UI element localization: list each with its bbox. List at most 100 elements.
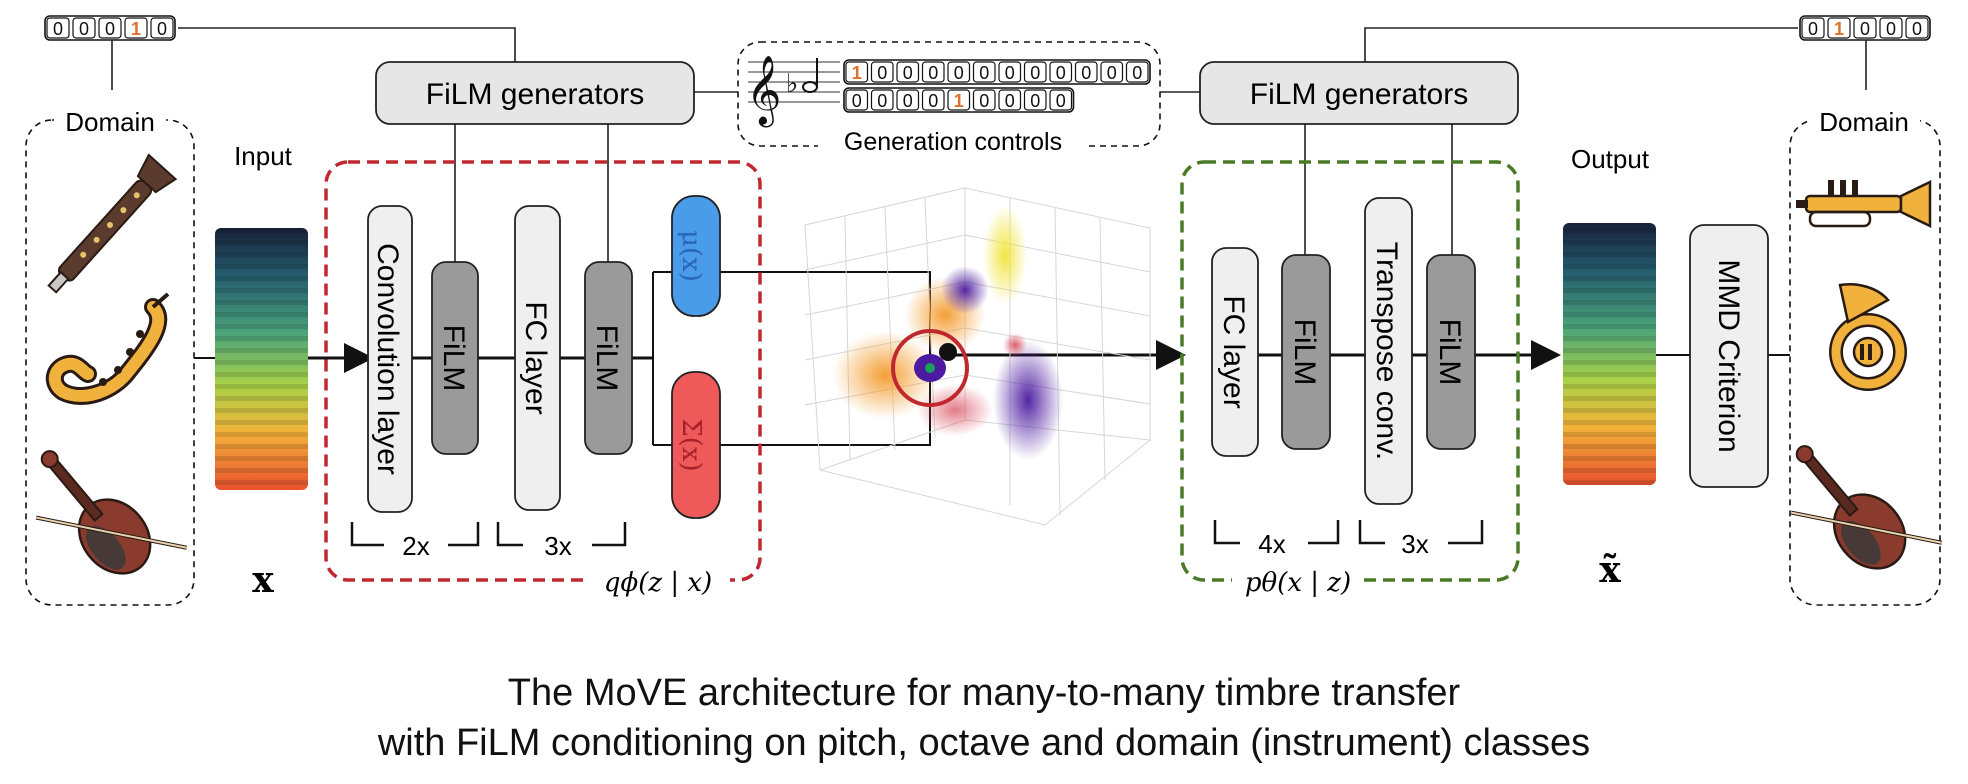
onehot-value: 1 bbox=[852, 63, 862, 83]
onehot-value: 1 bbox=[131, 19, 141, 39]
caption-line-2: with FiLM conditioning on pitch, octave … bbox=[377, 722, 1591, 764]
onehot-cell bbox=[870, 61, 894, 83]
onehot-value: 0 bbox=[903, 91, 913, 111]
onehot-cell bbox=[1023, 61, 1047, 83]
onehot-value: 0 bbox=[1005, 91, 1015, 111]
onehot-value: 0 bbox=[1132, 63, 1142, 83]
mu-label: μ(x) bbox=[676, 230, 706, 282]
onehot-value: 0 bbox=[1912, 19, 1922, 39]
film-connectors bbox=[454, 91, 1453, 262]
onehot-value: 0 bbox=[979, 63, 989, 83]
mmd-criterion-box bbox=[1689, 224, 1769, 488]
encoder-distribution-label: qϕ(z | x) bbox=[604, 568, 712, 598]
onehot-value: 0 bbox=[157, 19, 167, 39]
sigma-label: Σ(x) bbox=[676, 418, 706, 471]
decoder-distribution-label: pθ(x | z) bbox=[1245, 568, 1351, 598]
violin-icon bbox=[1790, 445, 1943, 570]
film-box-decoder-2 bbox=[1426, 254, 1476, 450]
onehot-value: 0 bbox=[852, 91, 862, 111]
film-generators-encoder bbox=[375, 61, 695, 125]
onehot-cell bbox=[1827, 17, 1851, 39]
onehot-cell bbox=[870, 89, 894, 111]
violin-icon bbox=[35, 450, 188, 575]
onehot-cell bbox=[1853, 17, 1877, 39]
onehot-value: 0 bbox=[877, 63, 887, 83]
onehot-cell bbox=[1023, 89, 1047, 111]
repeat-3x-label: 3x bbox=[544, 531, 571, 561]
film-label: FiLM bbox=[437, 325, 470, 392]
onehot-cell bbox=[1125, 61, 1149, 83]
onehot-cell bbox=[46, 17, 70, 39]
onehot-value: 0 bbox=[979, 91, 989, 111]
onehot-cell bbox=[972, 61, 996, 83]
output-label: Output bbox=[1571, 144, 1650, 174]
onehot-value: 1 bbox=[1834, 19, 1844, 39]
onehot-value: 0 bbox=[1005, 63, 1015, 83]
repeat-brackets-encoder bbox=[350, 522, 627, 547]
clarinet-icon bbox=[47, 153, 178, 294]
onehot-cell bbox=[921, 61, 945, 83]
fc-layer-box-decoder bbox=[1211, 247, 1259, 457]
repeat-3x-decoder-label: 3x bbox=[1401, 529, 1428, 559]
onehot-cell bbox=[72, 17, 96, 39]
output-spectrogram bbox=[1563, 223, 1656, 485]
onehot-value: 0 bbox=[1081, 63, 1091, 83]
onehot-cell bbox=[1049, 89, 1073, 111]
onehot-cell bbox=[845, 89, 869, 111]
onehot-value: 0 bbox=[1808, 19, 1818, 39]
mmd-criterion-label: MMD Criterion bbox=[1712, 259, 1745, 452]
input-label: Input bbox=[234, 141, 293, 171]
domain-label-right: Domain bbox=[1819, 107, 1909, 137]
onehot-cell bbox=[1879, 17, 1903, 39]
onehot-cell bbox=[998, 61, 1022, 83]
encoder-block bbox=[324, 160, 762, 582]
treble-clef-icon: 𝄞 ♭ bbox=[746, 55, 840, 127]
fc-layer-label: FC layer bbox=[1217, 295, 1250, 408]
onehot-value: 0 bbox=[105, 19, 115, 39]
onehot-cell bbox=[947, 89, 971, 111]
domain-label-left: Domain bbox=[65, 107, 155, 137]
sigma-box bbox=[671, 371, 721, 519]
onehot-value: 1 bbox=[954, 91, 964, 111]
onehot-cell bbox=[845, 61, 869, 83]
latent-space-plot bbox=[804, 187, 1151, 526]
repeat-brackets-decoder bbox=[1213, 520, 1484, 545]
onehot-value: 0 bbox=[79, 19, 89, 39]
saxophone-icon bbox=[45, 292, 170, 405]
onehot-value: 0 bbox=[928, 91, 938, 111]
onehot-cell bbox=[998, 89, 1022, 111]
trumpet-icon bbox=[1796, 180, 1932, 228]
transpose-conv-label: Transpose conv. bbox=[1370, 242, 1403, 460]
input-spectrogram bbox=[215, 228, 308, 490]
convolution-layer-box bbox=[367, 205, 413, 513]
x-tilde-symbol: x̃ bbox=[1599, 549, 1621, 591]
onehot-cell bbox=[1100, 61, 1124, 83]
onehot-value: 0 bbox=[1886, 19, 1896, 39]
onehot-cell bbox=[947, 61, 971, 83]
film-generators-encoder-label: FiLM generators bbox=[426, 78, 644, 111]
onehot-cell bbox=[1801, 17, 1825, 39]
mu-box bbox=[671, 195, 721, 317]
film-label: FiLM bbox=[590, 325, 623, 392]
onehot-cell bbox=[921, 89, 945, 111]
film-generators-decoder bbox=[1199, 61, 1519, 125]
fc-layer-label: FC layer bbox=[519, 301, 552, 414]
onehot-cell bbox=[1049, 61, 1073, 83]
onehot-value: 0 bbox=[1056, 91, 1066, 111]
repeat-2x-label: 2x bbox=[402, 531, 429, 561]
x-symbol: x bbox=[252, 559, 274, 601]
svg-text:𝄞: 𝄞 bbox=[746, 55, 781, 127]
svg-text:♭: ♭ bbox=[786, 69, 798, 99]
transpose-conv-box bbox=[1364, 197, 1413, 505]
caption-line-1: The MoVE architecture for many-to-many t… bbox=[507, 672, 1461, 714]
onehot-connectors bbox=[111, 27, 1867, 90]
film-label: FiLM bbox=[1433, 319, 1466, 386]
onehot-cell bbox=[1905, 17, 1929, 39]
onehot-cell bbox=[972, 89, 996, 111]
film-box-encoder-1 bbox=[431, 261, 479, 455]
onehot-cell bbox=[124, 17, 148, 39]
onehot-value: 0 bbox=[1030, 63, 1040, 83]
onehot-cell bbox=[896, 89, 920, 111]
onehot-value: 0 bbox=[1056, 63, 1066, 83]
